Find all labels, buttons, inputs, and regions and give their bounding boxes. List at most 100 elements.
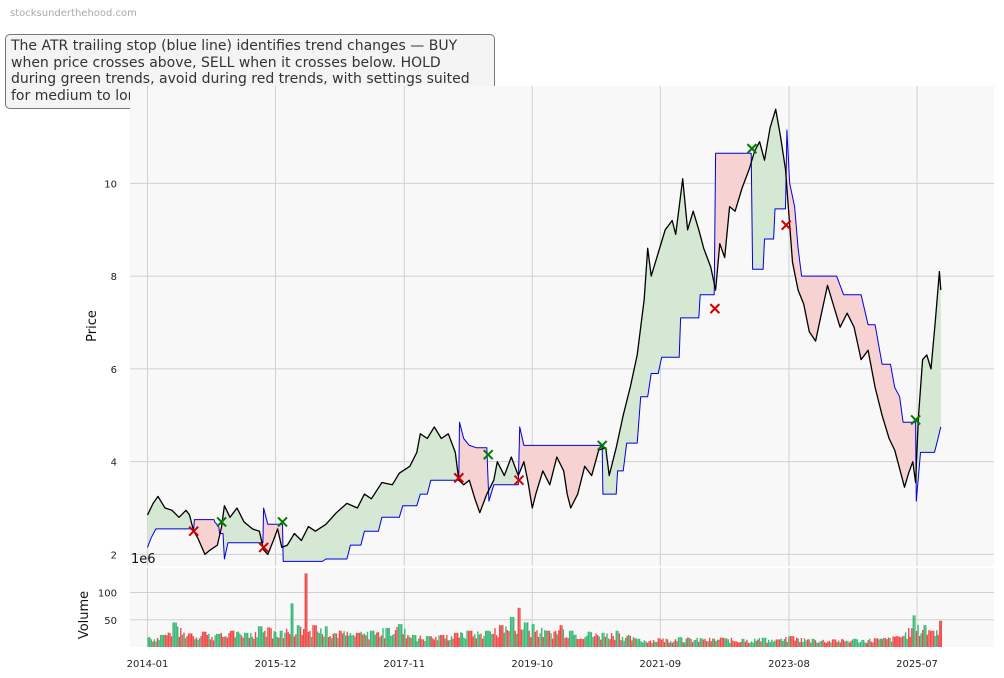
volume-bar [477, 631, 479, 647]
volume-bar [908, 628, 910, 647]
volume-bar [724, 638, 726, 647]
volume-bar [418, 638, 420, 647]
volume-bar [699, 638, 701, 647]
volume-bar [191, 633, 193, 647]
volume-bar [827, 641, 829, 647]
volume-bar [261, 626, 263, 647]
volume-bar [243, 632, 246, 647]
volume-bar [405, 638, 408, 647]
price-y-tick-label: 2 [111, 550, 117, 561]
x-tick-label: 2019-10 [511, 659, 553, 670]
volume-bar [312, 625, 314, 647]
volume-bar [231, 630, 233, 647]
volume-bar [719, 637, 722, 647]
volume-bar [206, 635, 208, 647]
volume-bar [925, 625, 927, 647]
volume-bar [811, 638, 813, 647]
volume-bar [502, 625, 504, 647]
price-axis-label: Price [85, 310, 100, 342]
volume-bar [573, 634, 575, 647]
volume-bar [685, 638, 687, 647]
volume-bar [516, 634, 518, 647]
volume-bar [848, 642, 851, 647]
volume-bar [458, 637, 460, 647]
volume-panel: 2014-01 2015-12 2017-11 2019-10 2021-09 2023-… [77, 552, 994, 670]
volume-bar [657, 638, 659, 647]
volume-bar [831, 639, 834, 647]
volume-bar [170, 636, 173, 647]
volume-bar [940, 620, 942, 647]
volume-bar [385, 627, 387, 647]
volume-bar [522, 629, 524, 647]
volume-bar [663, 642, 666, 647]
volume-bar [268, 627, 271, 647]
volume-bar [461, 633, 463, 647]
sell-signal-marker [188, 526, 199, 537]
volume-bar [317, 631, 319, 647]
volume-bar [744, 641, 747, 647]
volume-bar [705, 640, 708, 647]
volume-bar [530, 637, 532, 647]
volume-bar [499, 625, 501, 647]
volume-bar [156, 638, 159, 647]
volume-bar [172, 622, 174, 647]
volume-bar [631, 640, 633, 647]
volume-bar [214, 635, 216, 647]
volume-bar [340, 630, 342, 647]
volume-bar [735, 641, 737, 647]
volume-bar [825, 642, 827, 647]
volume-bar [173, 622, 176, 647]
volume-bar [481, 638, 484, 647]
volume-bar [421, 639, 423, 647]
volume-bar [884, 638, 887, 647]
bull-trend-fill [915, 271, 941, 502]
volume-bar [262, 632, 264, 647]
volume-bar [463, 637, 465, 647]
volume-bar [164, 634, 166, 647]
volume-bar [506, 630, 509, 647]
volume-bar [738, 642, 740, 647]
volume-bar [471, 630, 473, 647]
volume-bar [455, 632, 457, 647]
volume-bar [911, 628, 913, 647]
volume-bar [820, 640, 823, 647]
volume-bar [595, 633, 597, 647]
volume-bar [883, 637, 885, 647]
volume-bar [824, 642, 826, 647]
volume-bar [523, 622, 526, 647]
volume-bar [438, 635, 440, 647]
volume-bar [886, 639, 888, 647]
volume-bar [920, 633, 922, 647]
volume-bar [607, 638, 610, 647]
volume-bar [887, 637, 890, 647]
volume-bar [357, 632, 359, 647]
volume-bar [712, 638, 714, 647]
volume-bar [362, 634, 364, 647]
volume-bar [842, 639, 845, 647]
volume-bar [929, 630, 932, 647]
volume-bar [600, 639, 602, 647]
volume-bar [447, 640, 449, 647]
volume-bar [150, 639, 152, 647]
volume-bar [528, 630, 530, 647]
volume-bar [931, 630, 933, 647]
volume-bar [623, 640, 625, 647]
volume-bar [579, 638, 582, 647]
volume-bar [282, 638, 285, 647]
price-panel: 2 4 6 8 10 Price [85, 86, 994, 566]
volume-bar [413, 635, 415, 647]
volume-bar [220, 632, 222, 647]
volume-bar [553, 631, 555, 647]
price-y-tick-label: 4 [111, 458, 117, 469]
sell-signal-marker [781, 219, 792, 231]
volume-bar [746, 639, 748, 647]
volume-bar [295, 634, 297, 647]
volume-bar [632, 637, 635, 647]
volume-bar [332, 633, 334, 647]
volume-bar [646, 642, 649, 647]
volume-bar [791, 636, 793, 647]
volume-bar [404, 628, 406, 647]
volume-bar [878, 639, 880, 647]
volume-bar [310, 637, 313, 647]
bull-trend-fill [224, 505, 264, 559]
